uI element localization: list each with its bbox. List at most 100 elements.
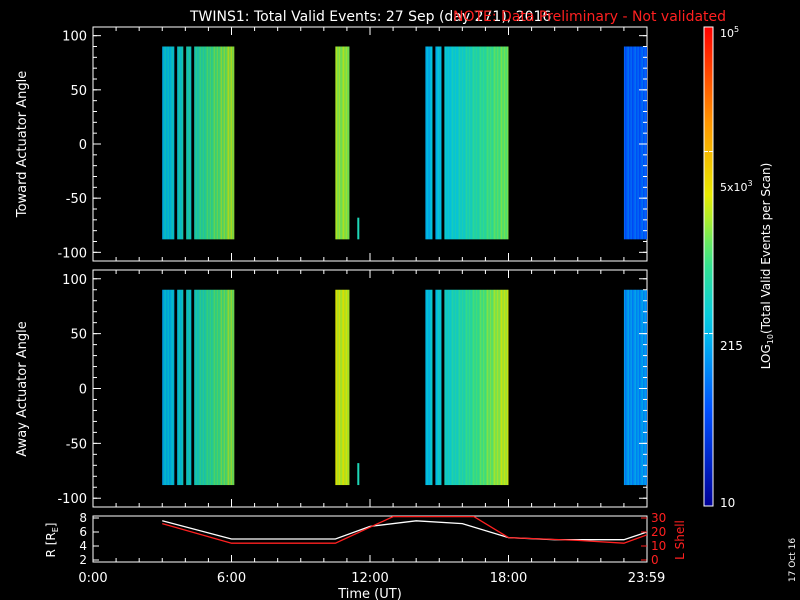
heatmap-column xyxy=(500,46,502,240)
heatmap-column xyxy=(233,46,235,240)
heatmap-column xyxy=(503,46,505,240)
heatmap-column xyxy=(168,46,170,240)
heatmap-column xyxy=(490,289,492,486)
heatmap-column xyxy=(457,289,459,486)
heatmap-column xyxy=(626,46,628,240)
heatmap-column xyxy=(499,46,501,240)
heatmap-column xyxy=(444,289,446,486)
colorbar-gradient xyxy=(703,26,714,507)
heatmap-column xyxy=(486,46,488,240)
heatmap-column xyxy=(220,289,222,486)
heatmap-column xyxy=(214,289,216,486)
heatmap-column xyxy=(641,46,643,240)
heatmap-column xyxy=(631,289,633,486)
heatmap-column xyxy=(163,46,165,240)
heatmap-column xyxy=(637,289,639,486)
heatmap-column xyxy=(219,289,221,486)
heatmap-column xyxy=(180,289,182,486)
heatmap-column xyxy=(210,289,212,486)
y-tick-label: 0 xyxy=(79,138,87,153)
heatmap-column xyxy=(507,46,509,240)
heatmap-column xyxy=(626,289,628,486)
heatmap-column xyxy=(186,289,188,486)
heatmap-column xyxy=(186,46,188,240)
heatmap-column xyxy=(480,289,482,486)
heatmap-column xyxy=(204,46,206,240)
heatmap-column xyxy=(213,46,215,240)
heatmap-column xyxy=(440,289,442,486)
heatmap-column xyxy=(188,289,190,486)
heatmap-column xyxy=(439,46,441,240)
heatmap-column xyxy=(202,46,204,240)
colorbar-tick-mid: 5x103 xyxy=(720,179,753,194)
heatmap-column xyxy=(633,289,635,486)
heatmap-column xyxy=(487,46,489,240)
heatmap-column xyxy=(198,289,200,486)
heatmap-column xyxy=(455,289,457,486)
heatmap-column xyxy=(336,289,338,486)
heatmap-column xyxy=(440,46,442,240)
heatmap-column xyxy=(223,46,225,240)
heatmap-column xyxy=(458,289,460,486)
heatmap-column xyxy=(463,289,465,486)
heatmap-column xyxy=(345,289,347,486)
heatmap-column xyxy=(205,46,207,240)
heatmap-column xyxy=(452,46,454,240)
heatmap-column xyxy=(468,289,470,486)
lshell-line xyxy=(162,516,647,544)
heatmap-column xyxy=(194,46,196,240)
heatmap-column xyxy=(339,289,341,486)
toward-ylabel: Toward Actuator Angle xyxy=(15,71,30,218)
heatmap-column xyxy=(483,289,485,486)
heatmap-column xyxy=(492,46,494,240)
heatmap-column xyxy=(633,46,635,240)
heatmap-column xyxy=(451,289,453,486)
heatmap-column xyxy=(172,289,174,486)
heatmap-column xyxy=(496,289,498,486)
heatmap-column xyxy=(182,289,184,486)
heatmap-column xyxy=(469,289,471,486)
heatmap-column xyxy=(198,46,200,240)
heatmap-column xyxy=(496,46,498,240)
heatmap-column xyxy=(447,46,449,240)
heatmap-column xyxy=(177,46,179,240)
heatmap-column xyxy=(170,289,172,486)
heatmap-column xyxy=(438,289,440,486)
heatmap-column xyxy=(216,289,218,486)
heatmap-column xyxy=(463,46,465,240)
heatmap-column xyxy=(498,46,500,240)
heatmap-column xyxy=(344,46,346,240)
heatmap-column xyxy=(482,46,484,240)
heatmap-column xyxy=(172,46,174,240)
heatmap-column xyxy=(491,46,493,240)
heatmap-column xyxy=(167,46,169,240)
y-tick-label: 0 xyxy=(79,383,87,398)
heatmap-column xyxy=(477,46,479,240)
heatmap-column xyxy=(638,46,640,240)
heatmap-column xyxy=(229,46,231,240)
heatmap-column xyxy=(497,46,499,240)
heatmap-column xyxy=(209,46,211,240)
heatmap-column xyxy=(474,46,476,240)
date-stamp: 17 Oct 16 xyxy=(788,538,798,582)
heatmap-column xyxy=(337,46,339,240)
away-panel: 100 50 0 -50 -100 Away Actuator Angle xyxy=(15,269,648,508)
heatmap-column xyxy=(196,289,198,486)
heatmap-column xyxy=(472,289,474,486)
heatmap-column xyxy=(448,289,450,486)
heatmap-column xyxy=(484,46,486,240)
heatmap-column xyxy=(469,46,471,240)
heatmap-column xyxy=(200,46,202,240)
heatmap-column xyxy=(207,289,209,486)
y-tick-label: 50 xyxy=(70,328,87,343)
heatmap-column xyxy=(431,46,433,240)
heatmap-column xyxy=(485,289,487,486)
heatmap-column xyxy=(458,46,460,240)
heatmap-column xyxy=(481,289,483,486)
heatmap-column xyxy=(642,289,644,486)
toward-panel-frame xyxy=(92,26,648,262)
heatmap-column xyxy=(212,289,214,486)
heatmap-column xyxy=(635,289,637,486)
heatmap-column xyxy=(202,289,204,486)
